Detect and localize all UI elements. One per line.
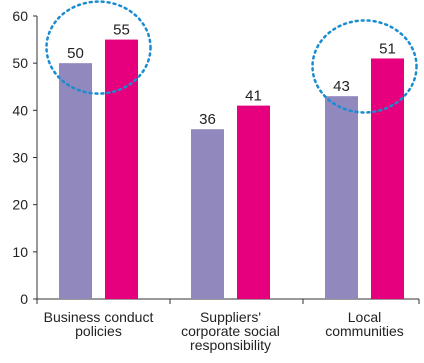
x-tick-label: Suppliers' corporate social responsibility xyxy=(181,309,280,353)
data-label: 41 xyxy=(245,88,262,105)
y-tick-label: 60 xyxy=(12,8,28,24)
x-tick-label-line: Business conduct xyxy=(44,309,154,325)
chart-highlights xyxy=(45,0,418,114)
y-tick-label: 20 xyxy=(12,197,28,213)
chart-bars xyxy=(59,39,404,300)
bar xyxy=(237,105,270,299)
data-label: 55 xyxy=(113,22,130,39)
x-tick-label-line: responsibility xyxy=(190,337,271,353)
x-tick-label-line: communities xyxy=(325,323,404,339)
data-label: 51 xyxy=(379,40,396,57)
x-tick-label: Business conduct policies xyxy=(44,309,154,339)
x-tick-label-line: Suppliers' xyxy=(200,309,261,325)
y-tick-label: 50 xyxy=(12,55,28,71)
y-tick-label: 10 xyxy=(12,244,28,260)
y-tick-label: 40 xyxy=(12,102,28,118)
chart-labels: 50 55 Business conduct policies 36 41 Supplier… xyxy=(44,22,404,353)
bar xyxy=(325,96,358,299)
bar xyxy=(59,63,92,299)
x-tick-label-line: Local xyxy=(348,309,381,325)
data-label: 43 xyxy=(333,78,350,95)
bar xyxy=(191,129,224,299)
chart-axes: 0 10 20 30 40 50 60 xyxy=(12,8,420,307)
data-label: 50 xyxy=(67,45,84,62)
highlight-ring xyxy=(45,0,152,95)
bar xyxy=(371,58,404,300)
x-tick-label: Local communities xyxy=(325,309,404,339)
bar xyxy=(105,39,138,299)
y-tick-label: 0 xyxy=(20,291,28,307)
x-tick-label-line: corporate social xyxy=(181,323,280,339)
highlight-ring xyxy=(311,19,418,114)
y-tick-label: 30 xyxy=(12,150,28,166)
x-tick-label-line: policies xyxy=(75,323,122,339)
data-label: 36 xyxy=(199,111,216,128)
